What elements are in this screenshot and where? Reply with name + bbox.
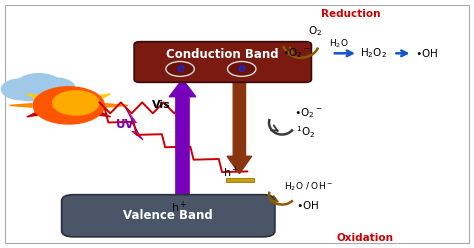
FancyBboxPatch shape [134, 42, 311, 82]
Polygon shape [106, 104, 128, 107]
Circle shape [228, 62, 256, 76]
Text: $\bullet$O$_2$$^-$: $\bullet$O$_2$$^-$ [294, 106, 322, 120]
Bar [226, 178, 254, 182]
Polygon shape [126, 108, 143, 140]
Circle shape [37, 78, 75, 98]
Text: $\bullet$O$_2$$^-$: $\bullet$O$_2$$^-$ [282, 46, 310, 60]
Text: h$^+$: h$^+$ [223, 165, 239, 180]
Text: e: e [238, 62, 246, 75]
Circle shape [33, 87, 104, 124]
FancyBboxPatch shape [5, 5, 469, 243]
Polygon shape [91, 94, 110, 99]
Polygon shape [9, 104, 32, 107]
Text: $\bullet$OH: $\bullet$OH [296, 199, 319, 211]
Text: Vis: Vis [152, 100, 171, 110]
Text: Conduction Band: Conduction Band [166, 48, 279, 61]
Text: Valence Band: Valence Band [123, 209, 213, 222]
Polygon shape [27, 94, 47, 99]
Polygon shape [63, 89, 75, 95]
Text: H$_2$O: H$_2$O [329, 37, 349, 50]
FancyArrow shape [227, 79, 252, 174]
Text: $^1$O$_2$: $^1$O$_2$ [296, 125, 315, 140]
Circle shape [53, 91, 99, 115]
Circle shape [13, 84, 46, 101]
Circle shape [1, 79, 41, 100]
Text: Reduction: Reduction [321, 9, 381, 19]
Polygon shape [91, 111, 110, 117]
Text: H$_2$O / OH$^-$: H$_2$O / OH$^-$ [284, 181, 333, 193]
Text: H$_2$O$_2$: H$_2$O$_2$ [360, 46, 387, 60]
Circle shape [16, 74, 62, 97]
Text: O$_2$: O$_2$ [308, 24, 322, 38]
Text: UV: UV [116, 118, 135, 130]
Circle shape [166, 62, 194, 76]
FancyArrow shape [169, 79, 196, 201]
Text: $\bullet$OH: $\bullet$OH [415, 47, 438, 59]
Polygon shape [63, 116, 75, 122]
Polygon shape [27, 111, 47, 117]
Text: h$^+$: h$^+$ [171, 199, 187, 215]
FancyBboxPatch shape [62, 195, 275, 237]
Text: e: e [176, 62, 184, 75]
Text: Oxidation: Oxidation [337, 233, 393, 243]
